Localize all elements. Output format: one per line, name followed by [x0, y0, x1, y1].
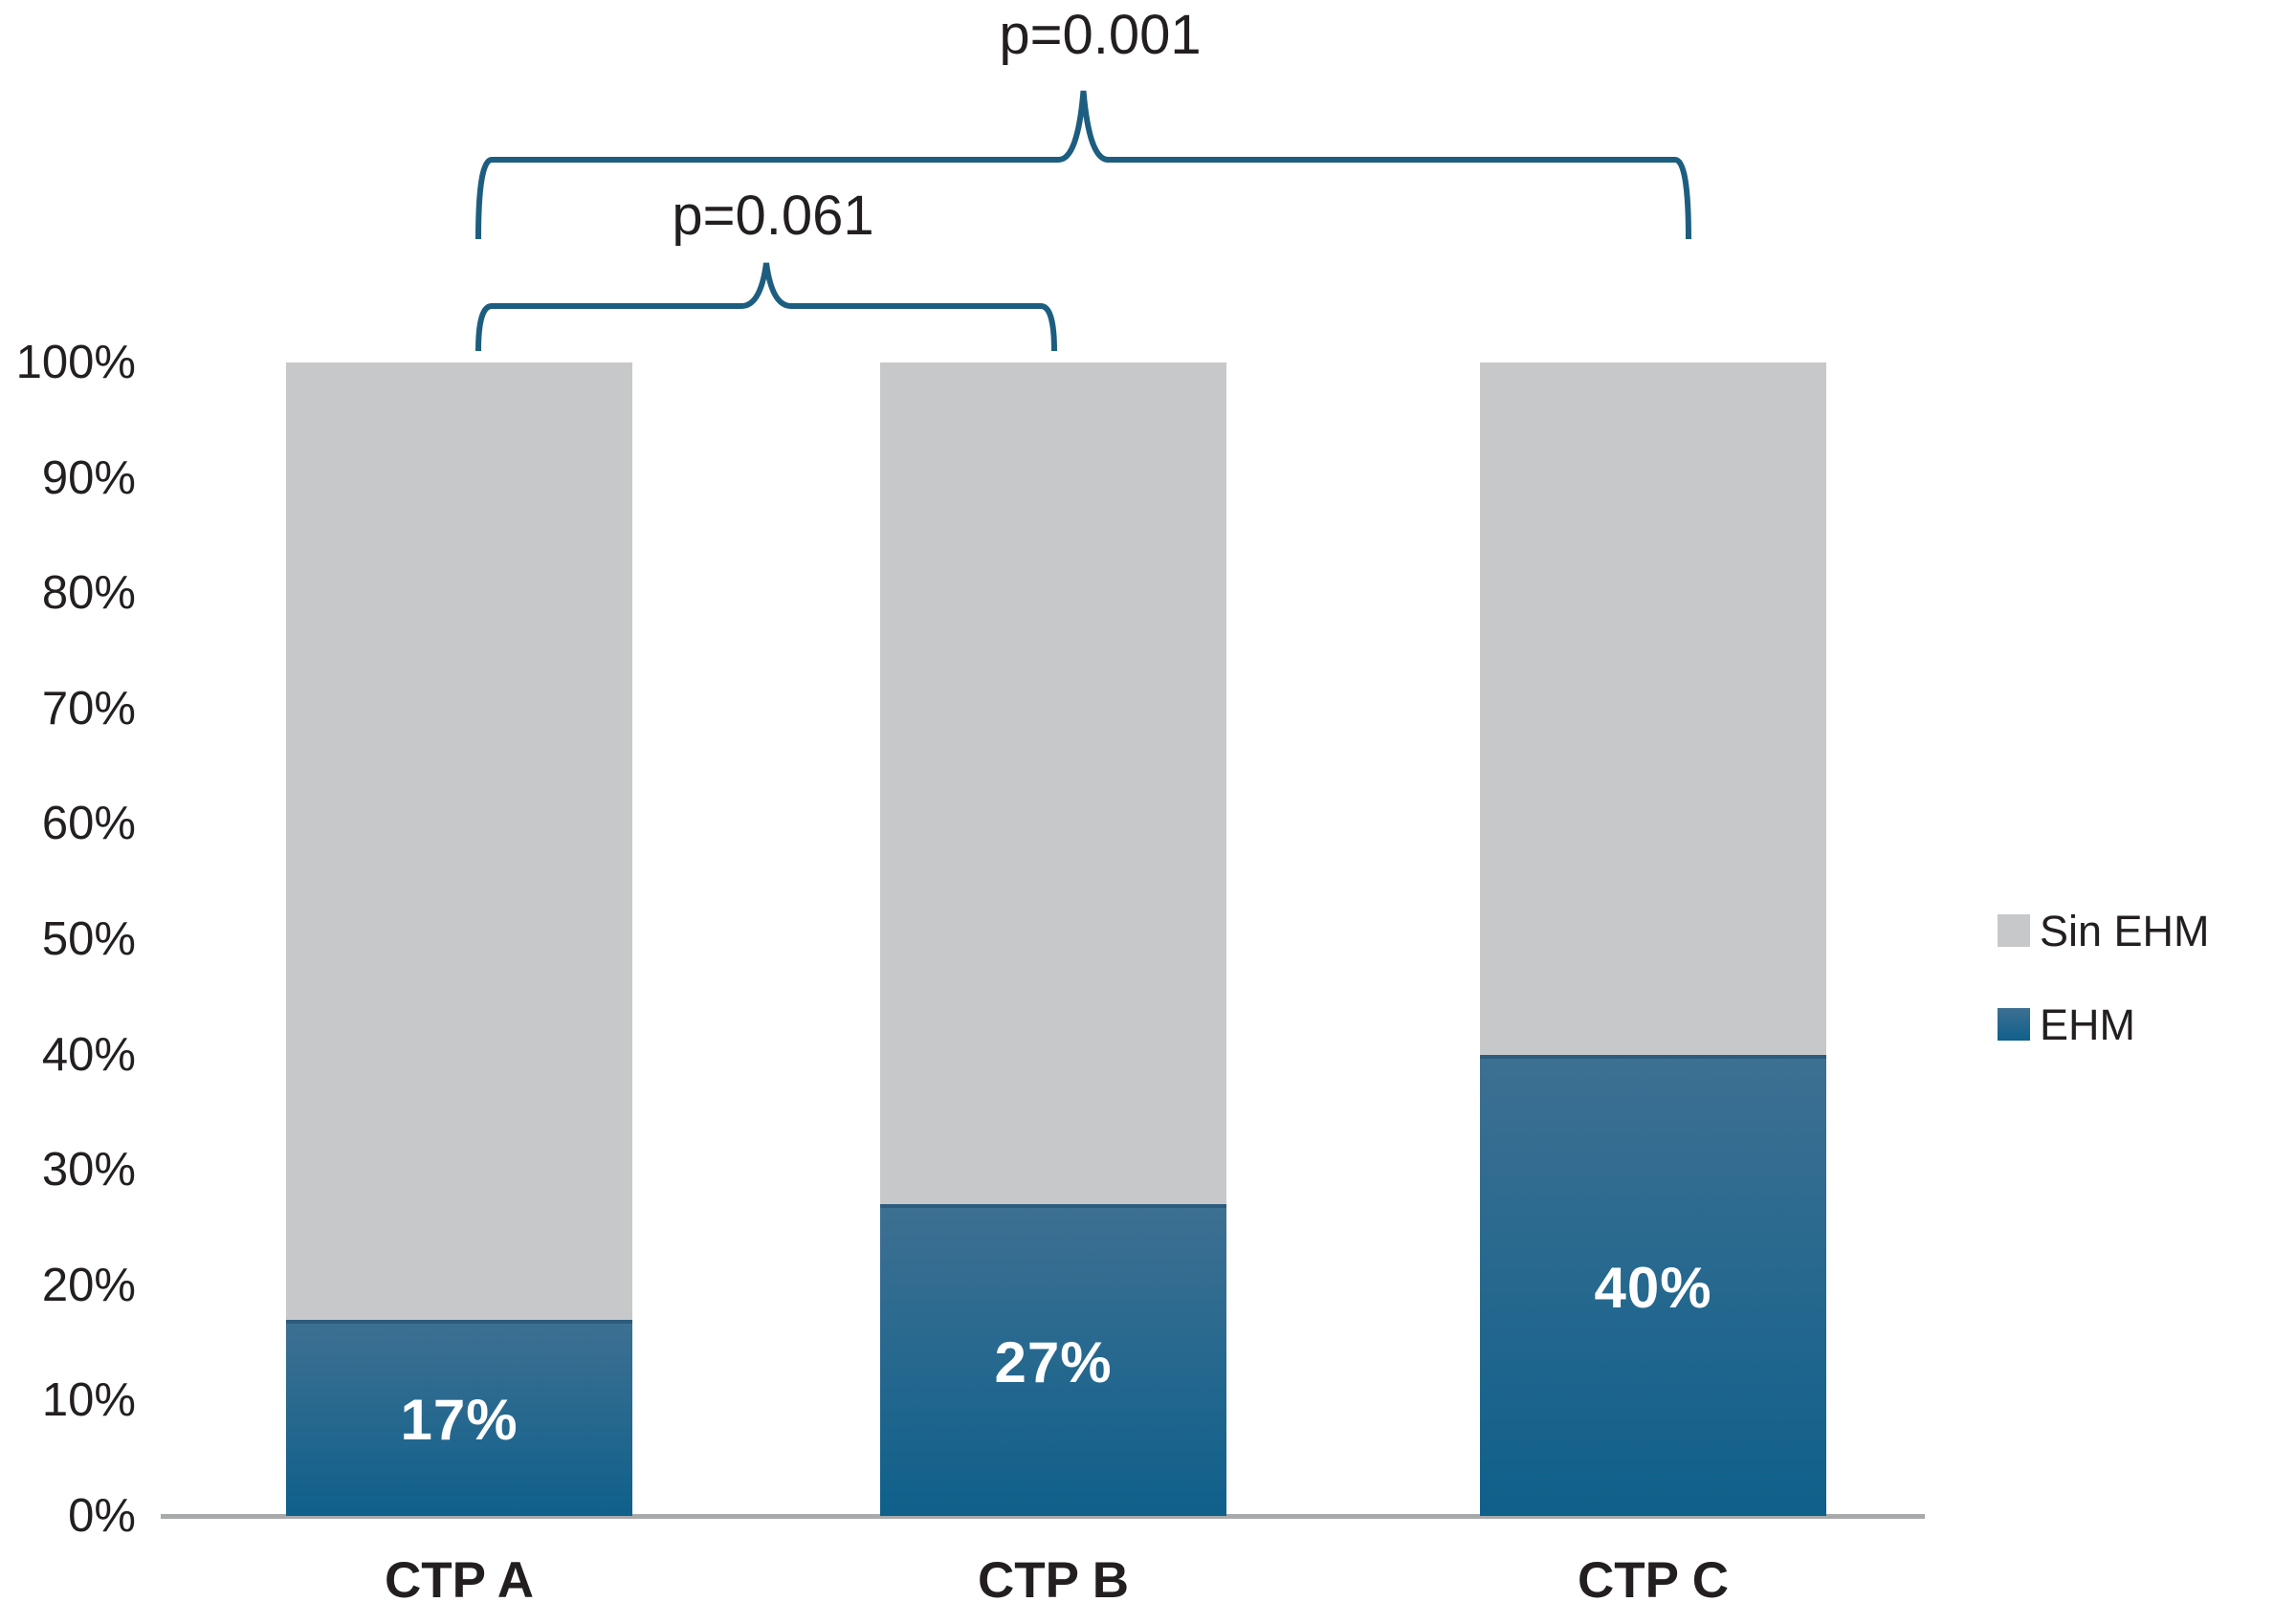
- bar-value-label-ctp-a: 17%: [400, 1388, 519, 1452]
- bar-value-label-ctp-c: 40%: [1594, 1255, 1712, 1320]
- y-tick-label-40: 40%: [41, 1028, 136, 1081]
- y-tick-label-30: 30%: [41, 1144, 136, 1196]
- brace-ctp-a-to-ctp-c: [475, 90, 1691, 240]
- bar-segment-sin-ehm-ctp-a: [286, 362, 632, 1320]
- y-tick-label-20: 20%: [41, 1259, 136, 1311]
- bar-segment-ehm-ctp-a: 17%: [286, 1320, 632, 1516]
- y-tick-label-70: 70%: [41, 682, 136, 735]
- y-tick-label-60: 60%: [41, 798, 136, 850]
- legend-swatch-sin-ehm: [1998, 914, 2030, 947]
- bar-value-label-ctp-b: 27%: [994, 1329, 1113, 1394]
- y-tick-label-0: 0%: [68, 1490, 136, 1542]
- y-tick-label-50: 50%: [41, 913, 136, 965]
- legend-label-ehm: EHM: [2040, 1000, 2135, 1049]
- bar-segment-ehm-ctp-b: 27%: [880, 1204, 1226, 1516]
- y-tick-label-100: 100%: [15, 337, 136, 388]
- bar-segment-ehm-ctp-c: 40%: [1480, 1055, 1826, 1516]
- bar-segment-sin-ehm-ctp-c: [1480, 362, 1826, 1055]
- brace-ctp-a-to-ctp-b: [475, 262, 1057, 352]
- p-value-label-2: p=0.061: [672, 185, 874, 247]
- y-tick-label-90: 90%: [41, 451, 136, 504]
- category-label-ctp-c: CTP C: [1577, 1552, 1730, 1609]
- y-tick-label-80: 80%: [41, 567, 136, 620]
- legend-label-sin-ehm: Sin EHM: [2040, 907, 2210, 955]
- bar-segment-sin-ehm-ctp-b: [880, 362, 1226, 1204]
- category-label-ctp-a: CTP A: [384, 1552, 535, 1609]
- p-value-label-1: p=0.001: [999, 4, 1202, 66]
- category-label-ctp-b: CTP B: [977, 1552, 1130, 1609]
- legend-swatch-ehm: [1998, 1008, 2030, 1041]
- y-tick-label-10: 10%: [41, 1374, 136, 1427]
- x-axis-line: [161, 1514, 1925, 1519]
